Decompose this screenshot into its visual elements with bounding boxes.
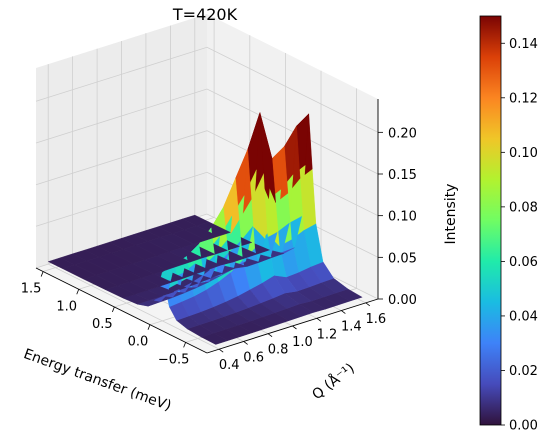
z-tick-label: 0.10 (388, 210, 417, 225)
z-tick-label: 0.00 (388, 293, 417, 308)
y-tick-label: 1.0 (292, 335, 313, 350)
surface-plot (47, 112, 363, 345)
colorbar (479, 15, 502, 426)
y-axis-label: Q (Å⁻¹) (309, 360, 358, 404)
colorbar-tick-label: 0.02 (509, 364, 538, 379)
x-tick-label: 0.5 (92, 317, 113, 332)
colorbar-tick-label: 0.04 (509, 309, 538, 324)
y-tick-label: 1.2 (317, 327, 338, 342)
colorbar-tick-label: 0.08 (509, 200, 538, 215)
x-axis-label: Energy transfer (meV) (21, 346, 173, 414)
y-tick-label: 1.4 (341, 320, 362, 335)
x-axis-line (35, 267, 208, 354)
z-axis-label: Intensity (443, 184, 459, 245)
x-tick-label: 1.0 (56, 299, 77, 314)
colorbar-tick-label: 0.06 (509, 255, 538, 270)
y-tick-label: 0.4 (219, 358, 240, 373)
y-tick-label: 1.6 (365, 312, 386, 327)
colorbar-tick-label: 0.10 (509, 146, 538, 161)
x-tick-label: 1.5 (21, 282, 42, 297)
z-axis-ticks: 0.00 0.05 0.10 0.15 0.20 (378, 126, 417, 308)
x-tick-label: 0.0 (128, 335, 149, 350)
colorbar-tick-label: 0.00 (509, 419, 538, 434)
colorbar-ticks: 0.00 0.02 0.04 0.06 0.08 0.10 0.12 0.14 (501, 37, 538, 434)
z-tick-label: 0.15 (388, 168, 417, 183)
z-tick-label: 0.05 (388, 251, 417, 266)
y-tick-label: 0.6 (243, 350, 264, 365)
z-tick-label: 0.20 (388, 126, 417, 141)
x-axis-ticks: −0.5 0.0 0.5 1.0 1.5 (21, 271, 190, 367)
x-tick-label: −0.5 (158, 352, 190, 367)
colorbar-tick-label: 0.12 (509, 91, 538, 106)
y-tick-label: 0.8 (268, 343, 289, 358)
surface-patch (47, 257, 76, 269)
y-axis-ticks: 0.40.6 0.81.0 1.21.41.6 (219, 302, 386, 373)
chart-title: T=420K (172, 5, 238, 24)
colorbar-tick-label: 0.14 (509, 37, 538, 52)
